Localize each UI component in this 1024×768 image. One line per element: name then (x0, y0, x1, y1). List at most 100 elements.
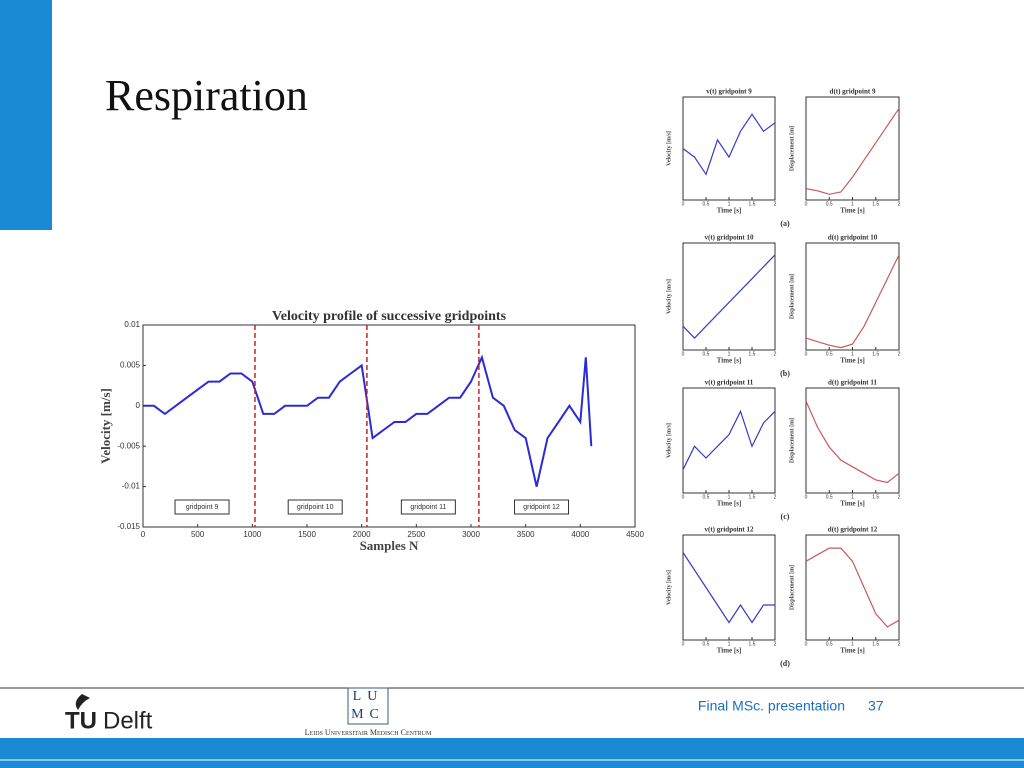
y-axis-label: Displacement [m] (789, 274, 795, 319)
x-axis-label: Time [s] (717, 357, 742, 365)
x-axis-label: Samples N (360, 538, 419, 553)
y-axis-label: Velocity [m/s] (666, 423, 672, 458)
annotation-box (400, 499, 456, 515)
plot-frame (682, 242, 776, 351)
footer-text: Final MSc. presentation (698, 698, 845, 714)
chart-title: v(t) gridpoint 12 (705, 526, 755, 534)
x-tick-label: 1 (851, 351, 854, 357)
x-tick-label: 0.5 (703, 641, 710, 647)
lumc-top: LU (353, 689, 384, 704)
annotation-box (174, 499, 230, 515)
x-axis-label: Time [s] (717, 500, 742, 508)
annotation: gridpoint 9 (186, 504, 219, 511)
x-axis-label: Time [s] (840, 207, 865, 215)
x-tick-label: 0.5 (826, 641, 833, 647)
x-tick-label: 0 (682, 201, 685, 207)
y-axis-label: Velocity [m/s] (666, 570, 672, 605)
plot-frame (682, 96, 776, 201)
x-tick-label: 1.5 (872, 641, 879, 647)
x-tick-label: 1 (851, 494, 854, 500)
lumc-name: Leids Universitair Medisch Centrum (305, 728, 432, 737)
plot-frame (805, 242, 900, 351)
x-tick-label: 2000 (353, 530, 371, 539)
slide-title: Respiration (105, 71, 308, 120)
tu-text: TU (65, 707, 97, 734)
annotation: gridpoint 11 (410, 504, 446, 511)
x-tick-label: 1 (728, 351, 731, 357)
x-axis-label: Time [s] (840, 357, 865, 365)
data-line (682, 113, 776, 176)
x-tick-label: 2 (898, 351, 901, 357)
x-axis-label: Time [s] (840, 500, 865, 508)
annotation: gridpoint 10 (297, 504, 334, 511)
x-tick-label: 0.5 (703, 494, 710, 500)
figure-caption: (d) (780, 659, 790, 668)
page-number: 37 (868, 698, 884, 714)
x-tick-label: 0.5 (703, 201, 710, 207)
chart-title: d(t) gridpoint 9 (830, 88, 876, 96)
data-line (805, 108, 900, 195)
x-axis-label: Time [s] (717, 207, 742, 215)
figure-caption: (b) (780, 369, 790, 378)
chart-title: v(t) gridpoint 9 (706, 88, 752, 96)
chart-title: v(t) gridpoint 10 (705, 234, 755, 242)
side-bar (0, 0, 52, 230)
x-tick-label: 1500 (298, 530, 316, 539)
x-tick-label: 0.5 (703, 351, 710, 357)
x-tick-label: 2 (774, 494, 777, 500)
x-tick-label: 1.5 (872, 351, 879, 357)
x-tick-label: 4500 (626, 530, 644, 539)
figure-caption: (c) (781, 512, 790, 521)
x-tick-label: 1 (728, 494, 731, 500)
x-tick-label: 2500 (407, 530, 425, 539)
figure-caption: (a) (780, 219, 790, 228)
y-tick-label: -0.005 (117, 441, 140, 450)
x-tick-label: 0.5 (826, 351, 833, 357)
x-tick-label: 1 (851, 201, 854, 207)
y-axis-label: Velocity [m/s] (666, 131, 672, 166)
x-tick-label: 2 (898, 494, 901, 500)
annotation-box (287, 499, 343, 515)
x-tick-label: 0 (682, 641, 685, 647)
x-tick-label: 1.5 (872, 201, 879, 207)
x-axis-label: Time [s] (717, 647, 742, 655)
tu-flame (75, 694, 90, 710)
chart-title: v(t) gridpoint 11 (705, 379, 754, 387)
x-tick-label: 3000 (462, 530, 480, 539)
chart-title: d(t) gridpoint 11 (828, 379, 878, 387)
x-tick-label: 1.5 (749, 641, 756, 647)
x-axis-label: Time [s] (840, 647, 865, 655)
y-axis-label: Velocity [m/s] (98, 388, 113, 464)
x-tick-label: 1.5 (749, 494, 756, 500)
x-tick-label: 0 (805, 494, 808, 500)
y-axis-label: Displacement [m] (789, 565, 795, 610)
lumc-logo (347, 687, 389, 725)
x-tick-label: 1.5 (749, 201, 756, 207)
x-tick-label: 0 (805, 351, 808, 357)
y-axis-label: Displacement [m] (789, 418, 795, 463)
plot-frame (805, 96, 900, 201)
plot-frame (682, 534, 776, 641)
x-tick-label: 0.5 (826, 494, 833, 500)
x-tick-label: 2 (898, 201, 901, 207)
y-tick-label: 0 (136, 401, 141, 410)
x-tick-label: 2 (774, 351, 777, 357)
annotation-box (514, 499, 570, 515)
x-tick-label: 0 (805, 641, 808, 647)
x-tick-label: 2 (774, 641, 777, 647)
x-tick-label: 1 (851, 641, 854, 647)
plot-frame (805, 387, 900, 494)
x-tick-label: 2 (774, 201, 777, 207)
x-tick-label: 0 (682, 494, 685, 500)
x-tick-label: 0 (805, 201, 808, 207)
x-tick-label: 4000 (571, 530, 589, 539)
x-tick-label: 500 (191, 530, 205, 539)
chart-title: Velocity profile of successive gridpoint… (272, 309, 507, 324)
data-line (805, 547, 900, 628)
x-tick-label: 2 (898, 641, 901, 647)
x-tick-label: 1.5 (872, 494, 879, 500)
lumc-bottom: MC (351, 707, 385, 722)
x-tick-label: 3500 (517, 530, 535, 539)
